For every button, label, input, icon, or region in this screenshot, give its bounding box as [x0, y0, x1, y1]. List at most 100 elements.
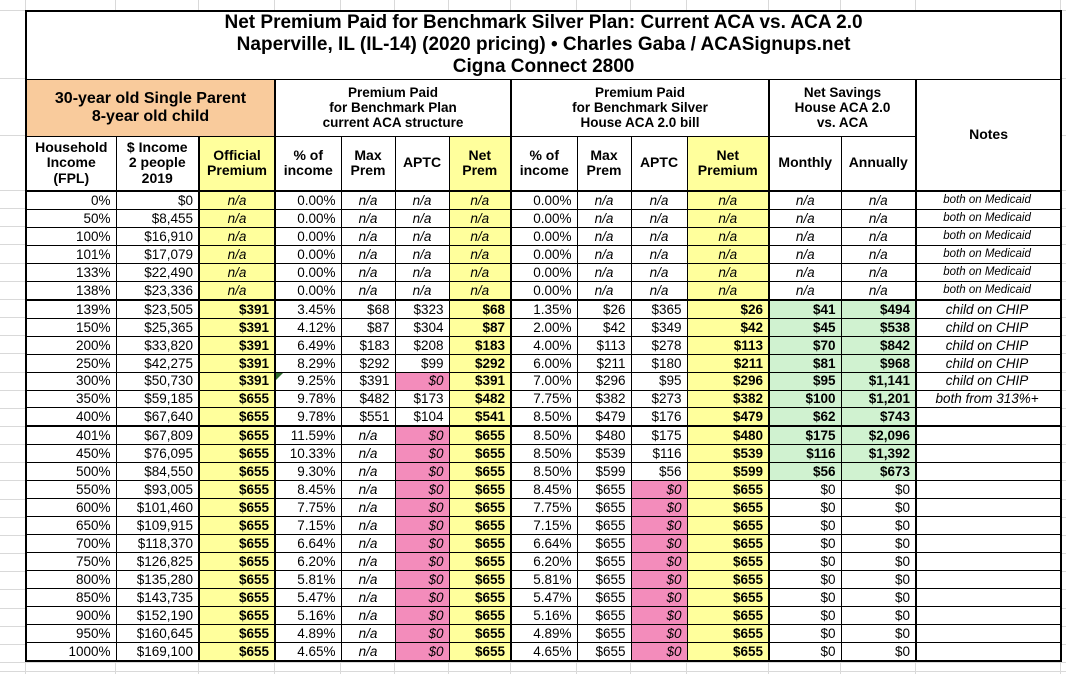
cell-aca-max-prem: n/a — [340, 244, 396, 264]
cell-fpl: 100% — [25, 226, 117, 246]
cell-official-premium: $655 — [198, 407, 276, 428]
cell-aca2-max-prem: $479 — [576, 407, 632, 428]
cell-aca-net-prem: $655 — [448, 516, 512, 536]
cell-official-premium: $655 — [198, 570, 276, 589]
cell-aca2-max-prem: $113 — [576, 335, 632, 355]
cell-income: $126,825 — [115, 552, 200, 571]
cell-aca2-pct-income: 8.45% — [510, 480, 578, 500]
cell-aca2-aptc: $0 — [630, 623, 688, 643]
cell-official-premium: $391 — [198, 335, 276, 355]
cell-aca2-net-premium: $655 — [686, 570, 770, 589]
cell-aca2-aptc: $116 — [630, 444, 688, 464]
cell-savings-monthly: n/a — [768, 209, 842, 228]
cell-aca-pct-income: 8.45% — [274, 480, 342, 500]
cell-aca2-pct-income: 0.00% — [510, 280, 578, 301]
cell-notes: child on CHIP — [914, 335, 1062, 355]
cell-income: $8,455 — [115, 209, 200, 228]
cell-savings-monthly: $0 — [768, 605, 842, 625]
cell-aca2-net-premium: $539 — [686, 444, 770, 464]
cell-aca2-pct-income: 8.50% — [510, 425, 578, 446]
cell-notes — [914, 605, 1062, 625]
cell-aca2-aptc: $56 — [630, 462, 688, 482]
group-header-net-savings: Net Savings House ACA 2.0 vs. ACA — [768, 78, 917, 137]
column-header-aca-max-prem: Max Prem — [340, 135, 396, 192]
cell-aca-max-prem: n/a — [340, 280, 396, 301]
cell-savings-annually: n/a — [840, 226, 917, 246]
cell-fpl: 650% — [25, 516, 117, 536]
cell-aca2-pct-income: 8.50% — [510, 444, 578, 464]
cell-official-premium: $655 — [198, 462, 276, 482]
cell-aca2-max-prem: n/a — [576, 209, 632, 228]
cell-aca-pct-income: 6.64% — [274, 534, 342, 554]
cell-official-premium: $655 — [198, 605, 276, 625]
cell-official-premium: $655 — [198, 389, 276, 409]
cell-notes — [914, 587, 1062, 607]
cell-aca-pct-income: 4.12% — [274, 317, 342, 337]
cell-aca-net-prem: $391 — [448, 371, 512, 391]
table-row: 50% $8,455 n/a 0.00% n/a n/a n/a 0.00% n/a n/a n/a… — [25, 209, 1062, 228]
cell-income: $135,280 — [115, 570, 200, 589]
cell-aca-max-prem: n/a — [340, 552, 396, 571]
cell-savings-monthly: $0 — [768, 641, 842, 662]
cell-savings-monthly: $81 — [768, 353, 842, 373]
cell-notes: both on Medicaid — [914, 190, 1062, 210]
cell-aca-aptc: $323 — [394, 299, 450, 319]
cell-savings-annually: $0 — [840, 480, 917, 500]
table-row: 133% $22,490 n/a 0.00% n/a n/a n/a 0.00% n/a n/a n… — [25, 262, 1062, 282]
cell-fpl: 500% — [25, 462, 117, 482]
table-row: 400% $67,640 $655 9.78% $551 $104 $541 8.50% $47… — [25, 407, 1062, 428]
cell-savings-monthly: $41 — [768, 299, 842, 319]
cell-aca2-net-premium: $655 — [686, 605, 770, 625]
cell-notes — [914, 552, 1062, 571]
cell-aca-net-prem: $655 — [448, 534, 512, 554]
cell-aca2-pct-income: 0.00% — [510, 244, 578, 264]
cell-aca-max-prem: n/a — [340, 226, 396, 246]
cell-aca2-max-prem: $655 — [576, 605, 632, 625]
cell-aca-aptc: n/a — [394, 190, 450, 210]
cell-notes — [914, 462, 1062, 482]
cell-aca-max-prem: n/a — [340, 190, 396, 210]
cell-aca2-max-prem: $296 — [576, 371, 632, 391]
cell-income: $109,915 — [115, 516, 200, 536]
cell-aca-max-prem: n/a — [340, 570, 396, 589]
column-header-notes: Notes — [914, 78, 1062, 192]
cell-income: $169,100 — [115, 641, 200, 662]
cell-savings-monthly: n/a — [768, 226, 842, 246]
cell-aca-pct-income: 5.16% — [274, 605, 342, 625]
cell-savings-annually: $0 — [840, 623, 917, 643]
cell-savings-annually: $0 — [840, 516, 917, 536]
cell-aca-aptc: $0 — [394, 371, 450, 391]
cell-aca-net-prem: $655 — [448, 480, 512, 500]
table-row: 1000% $169,100 $655 4.65% n/a $0 $655 4.65% $655… — [25, 641, 1062, 662]
cell-income: $67,640 — [115, 407, 200, 428]
cell-savings-annually: $743 — [840, 407, 917, 428]
cell-aca2-aptc: n/a — [630, 209, 688, 228]
cell-savings-monthly: $0 — [768, 570, 842, 589]
cell-aca-pct-income: 0.00% — [274, 226, 342, 246]
cell-aca2-max-prem: n/a — [576, 244, 632, 264]
cell-aca-net-prem: $482 — [448, 389, 512, 409]
cell-aca-max-prem: n/a — [340, 498, 396, 518]
cell-aca2-max-prem: $655 — [576, 552, 632, 571]
cell-aca2-aptc: $0 — [630, 480, 688, 500]
cell-savings-monthly: $95 — [768, 371, 842, 391]
table-row: 900% $152,190 $655 5.16% n/a $0 $655 5.16% $655 $… — [25, 605, 1062, 625]
cell-aca-max-prem: n/a — [340, 641, 396, 662]
cell-aca2-pct-income: 7.75% — [510, 498, 578, 518]
cell-income: $84,550 — [115, 462, 200, 482]
cell-aca-aptc: $0 — [394, 623, 450, 643]
cell-aca2-net-premium: $655 — [686, 641, 770, 662]
cell-savings-annually: $0 — [840, 552, 917, 571]
cell-aca2-net-premium: $26 — [686, 299, 770, 319]
cell-notes: child on CHIP — [914, 299, 1062, 319]
cell-aca2-max-prem: $655 — [576, 498, 632, 518]
cell-aca2-aptc: n/a — [630, 262, 688, 282]
cell-aca2-pct-income: 4.00% — [510, 335, 578, 355]
cell-savings-monthly: n/a — [768, 280, 842, 301]
cell-income: $152,190 — [115, 605, 200, 625]
cell-aca2-aptc: $365 — [630, 299, 688, 319]
cell-official-premium: $655 — [198, 444, 276, 464]
cell-aca2-aptc: $278 — [630, 335, 688, 355]
cell-aca-aptc: n/a — [394, 226, 450, 246]
cell-aca2-max-prem: $655 — [576, 623, 632, 643]
